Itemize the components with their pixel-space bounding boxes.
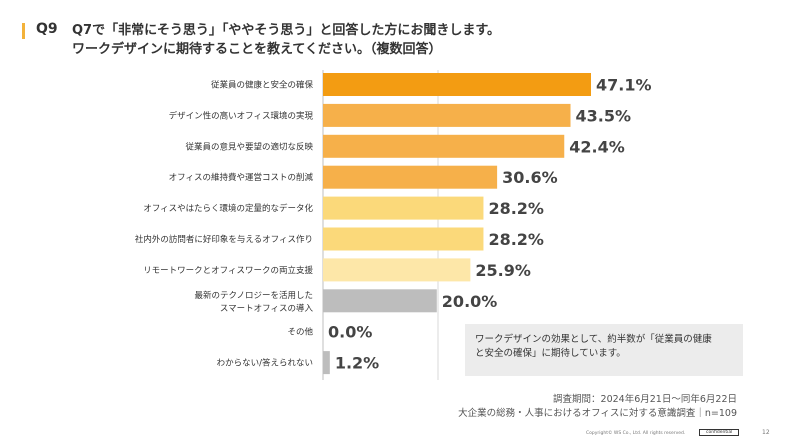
category-label-line: その他 bbox=[287, 327, 313, 338]
value-label-5: 28.2% bbox=[488, 230, 544, 249]
category-label-line: わからない/答えられない bbox=[217, 358, 313, 369]
category-label-4: オフィスやはたらく環境の定量的なデータ化 bbox=[143, 203, 313, 214]
category-label-line: 従業員の健康と安全の確保 bbox=[211, 80, 314, 91]
bar-2 bbox=[323, 134, 565, 158]
category-label-5: 社内外の訪問者に好印象を与えるオフィス作り bbox=[135, 234, 313, 245]
survey-footer: 調査期間：2024年6月21日〜同年6月22日 大企業の総務・人事におけるオフィ… bbox=[458, 393, 737, 421]
callout-line1: ワークデザインの効果として、約半数が「従業員の健康 bbox=[475, 334, 712, 345]
question-title-line2: ワークデザインに期待することを教えてください。（複数回答） bbox=[72, 42, 442, 57]
value-label-8: 0.0% bbox=[328, 323, 372, 342]
bar-4 bbox=[323, 196, 484, 220]
question-title: Q7で「非常にそう思う」「ややそう思う」と回答した方にお聞きします。 ワークデザ… bbox=[72, 21, 500, 59]
category-label-8: その他 bbox=[287, 327, 313, 338]
category-label-line: リモートワークとオフィスワークの両立支援 bbox=[143, 265, 313, 276]
category-label-3: オフィスの維持費や運営コストの削減 bbox=[169, 172, 314, 183]
value-label-9: 1.2% bbox=[335, 354, 379, 373]
title-accent-bar bbox=[22, 23, 25, 39]
value-label-6: 25.9% bbox=[475, 261, 531, 280]
survey-description: 大企業の総務・人事におけるオフィスに対する意識調査｜n=109 bbox=[458, 408, 737, 419]
bar-0 bbox=[323, 73, 591, 96]
value-label-4: 28.2% bbox=[488, 199, 544, 218]
category-label-line: オフィスやはたらく環境の定量的なデータ化 bbox=[143, 203, 313, 214]
confidential-badge: confidential bbox=[699, 429, 740, 436]
bar-6 bbox=[323, 258, 471, 282]
survey-period: 調査期間：2024年6月21日〜同年6月22日 bbox=[553, 394, 737, 405]
question-title-line1: Q7で「非常にそう思う」「ややそう思う」と回答した方にお聞きします。 bbox=[72, 23, 501, 38]
category-label-6: リモートワークとオフィスワークの両立支援 bbox=[143, 265, 313, 276]
category-label-line: オフィスの維持費や運営コストの削減 bbox=[169, 172, 314, 183]
copyright-text: Copyright© WS Co., Ltd. All rights reser… bbox=[586, 431, 686, 436]
category-label-0: 従業員の健康と安全の確保 bbox=[211, 80, 314, 91]
category-label-line: 従業員の意見や要望の適切な反映 bbox=[185, 141, 313, 152]
value-label-1: 43.5% bbox=[576, 106, 632, 125]
category-label-9: わからない/答えられない bbox=[217, 358, 313, 369]
value-label-7: 20.0% bbox=[442, 292, 498, 311]
value-label-0: 47.1% bbox=[596, 76, 652, 95]
summary-callout: ワークデザインの効果として、約半数が「従業員の健康 と安全の確保」に期待していま… bbox=[465, 324, 743, 376]
value-label-3: 30.6% bbox=[502, 168, 558, 187]
category-label-2: 従業員の意見や要望の適切な反映 bbox=[185, 141, 313, 152]
category-label-line: デザイン性の高いオフィス環境の実現 bbox=[169, 110, 314, 121]
page-number: 12 bbox=[762, 429, 770, 436]
bar-7 bbox=[323, 289, 437, 313]
category-label-line: 社内外の訪問者に好印象を与えるオフィス作り bbox=[135, 234, 313, 245]
value-label-2: 42.4% bbox=[569, 137, 625, 156]
callout-line2: と安全の確保」に期待しています。 bbox=[475, 348, 626, 359]
category-label-line: スマートオフィスの導入 bbox=[220, 303, 314, 314]
bar-9 bbox=[323, 351, 330, 375]
category-label-7: 最新のテクノロジーを活用したスマートオフィスの導入 bbox=[195, 290, 314, 314]
bar-5 bbox=[323, 227, 484, 251]
question-number: Q9 bbox=[36, 21, 58, 37]
category-label-line: 最新のテクノロジーを活用した bbox=[195, 290, 314, 301]
category-label-1: デザイン性の高いオフィス環境の実現 bbox=[169, 110, 314, 121]
bar-1 bbox=[323, 103, 571, 127]
bar-3 bbox=[323, 165, 498, 189]
